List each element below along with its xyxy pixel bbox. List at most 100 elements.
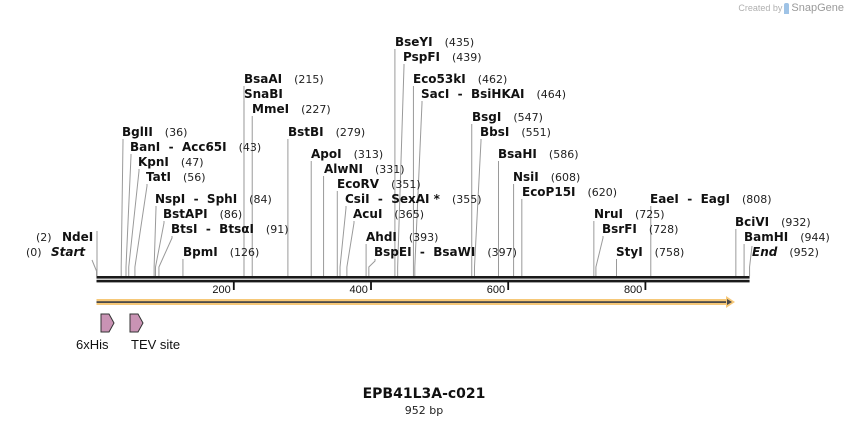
restriction-site[interactable]: End (952) <box>752 245 819 259</box>
site-position: (586) <box>549 148 579 161</box>
enzyme-name[interactable]: EaeI - EagI <box>650 192 730 206</box>
enzyme-name[interactable]: BstBI <box>288 125 324 139</box>
enzyme-name[interactable]: Eco53kI <box>413 72 466 86</box>
restriction-site[interactable]: NspI - SphI (84) <box>155 192 272 206</box>
site-line <box>368 259 376 276</box>
restriction-site[interactable]: EcoP15I (620) <box>522 185 617 199</box>
restriction-site[interactable]: KpnI (47) <box>138 155 204 169</box>
restriction-site[interactable]: BglII (36) <box>122 125 187 139</box>
site-position: (393) <box>409 231 439 244</box>
enzyme-name[interactable]: SnaBI <box>244 87 283 101</box>
enzyme-name[interactable]: EcoP15I <box>522 185 576 199</box>
enzyme-name[interactable]: AlwNI <box>324 162 363 176</box>
ruler-tick-label: 800 <box>624 284 642 296</box>
site-line <box>154 221 165 276</box>
restriction-site[interactable]: (0) Start <box>26 245 86 259</box>
enzyme-name[interactable]: AhdI <box>366 230 397 244</box>
feature[interactable]: 6xHis <box>76 313 115 352</box>
feature-arrow-icon[interactable] <box>129 313 144 333</box>
site-position: (91) <box>266 223 289 236</box>
enzyme-name[interactable]: BglII <box>122 125 153 139</box>
sequence-length: 952 bp <box>404 404 444 417</box>
restriction-site[interactable]: EaeI - EagI (808) <box>650 192 772 206</box>
feature-arrow-icon[interactable] <box>100 313 115 333</box>
enzyme-name[interactable]: TatI <box>146 170 171 184</box>
enzyme-name[interactable]: BsgI <box>472 110 501 124</box>
restriction-site[interactable]: BspEI - BsaWI (397) <box>374 245 517 259</box>
restriction-site[interactable]: BtsI - BtsαI (91) <box>171 222 289 236</box>
restriction-site[interactable]: ApoI (313) <box>311 147 383 161</box>
restriction-site[interactable]: BstAPI (86) <box>163 207 242 221</box>
enzyme-name[interactable]: BpmI <box>183 245 218 259</box>
restriction-site[interactable]: EcoRV (351) <box>337 177 421 191</box>
site-line <box>125 154 132 276</box>
restriction-site[interactable]: BsrFI (728) <box>602 222 678 236</box>
restriction-site[interactable]: CsiI - SexAI * (355) <box>345 192 482 206</box>
restriction-site[interactable]: SacI - BsiHKAI (464) <box>421 87 566 101</box>
enzyme-name[interactable]: BanI - Acc65I <box>130 140 227 154</box>
enzyme-name[interactable]: BamHI <box>744 230 788 244</box>
restriction-site[interactable]: BanI - Acc65I (43) <box>130 140 261 154</box>
backbone-top-strand[interactable] <box>96 276 750 279</box>
site-position: (215) <box>294 73 324 86</box>
ruler-tick-label: 600 <box>487 284 505 296</box>
orf-arrow[interactable] <box>96 296 735 308</box>
enzyme-name[interactable]: KpnI <box>138 155 169 169</box>
restriction-site[interactable]: BpmI (126) <box>183 245 259 259</box>
enzyme-name[interactable]: ApoI <box>311 147 342 161</box>
enzyme-name[interactable]: BstAPI <box>163 207 208 221</box>
restriction-site[interactable]: PspFI (439) <box>403 50 482 64</box>
enzyme-name[interactable]: BseYI <box>395 35 433 49</box>
restriction-site[interactable]: (2) NdeI <box>36 230 93 244</box>
feature[interactable]: TEV site <box>129 313 180 352</box>
enzyme-name[interactable]: MmeI <box>252 102 289 116</box>
enzyme-name[interactable]: End <box>752 245 778 259</box>
restriction-site[interactable]: AhdI (393) <box>366 230 438 244</box>
restriction-site[interactable]: BsaHI (586) <box>498 147 579 161</box>
enzyme-name[interactable]: BsaHI <box>498 147 537 161</box>
enzyme-name[interactable]: NspI - SphI <box>155 192 237 206</box>
sequence-backbone[interactable] <box>96 276 750 283</box>
enzyme-name[interactable]: Start <box>51 245 86 259</box>
restriction-site[interactable]: BciVI (932) <box>735 215 811 229</box>
restriction-site[interactable]: BstBI (279) <box>288 125 365 139</box>
restriction-site[interactable]: SnaBI <box>244 87 283 101</box>
enzyme-name[interactable]: BtsI - BtsαI <box>171 222 254 236</box>
enzyme-name[interactable]: SacI - BsiHKAI <box>421 87 525 101</box>
restriction-site[interactable]: BseYI (435) <box>395 35 474 49</box>
site-position: (462) <box>478 73 508 86</box>
enzyme-name[interactable]: AcuI <box>353 207 382 221</box>
restriction-site[interactable]: BsgI (547) <box>472 110 543 124</box>
restriction-site[interactable]: AcuI (365) <box>353 207 424 221</box>
restriction-site[interactable]: NsiI (608) <box>513 170 580 184</box>
restriction-site[interactable]: AlwNI (331) <box>324 162 405 176</box>
enzyme-name[interactable]: BsrFI <box>602 222 637 236</box>
site-position: (355) <box>452 193 482 206</box>
enzyme-name[interactable]: PspFI <box>403 50 440 64</box>
enzyme-name[interactable]: BsaAI <box>244 72 282 86</box>
enzyme-name[interactable]: BciVI <box>735 215 769 229</box>
site-line <box>397 64 405 276</box>
backbone-bottom-strand[interactable] <box>96 279 750 283</box>
restriction-site[interactable]: MmeI (227) <box>252 102 331 116</box>
restriction-site[interactable]: BbsI (551) <box>480 125 551 139</box>
restriction-site[interactable]: NruI (725) <box>594 207 665 221</box>
site-position: (331) <box>375 163 405 176</box>
restriction-site[interactable]: BamHI (944) <box>744 230 830 244</box>
site-position: (351) <box>391 178 421 191</box>
enzyme-name[interactable]: StyI <box>616 245 643 259</box>
enzyme-name[interactable]: BspEI - BsaWI <box>374 245 475 259</box>
enzyme-name[interactable]: CsiI - SexAI * <box>345 192 441 206</box>
enzyme-name[interactable]: BbsI <box>480 125 509 139</box>
enzyme-name[interactable]: NsiI <box>513 170 539 184</box>
enzyme-name[interactable]: NdeI <box>62 230 93 244</box>
restriction-site[interactable]: Eco53kI (462) <box>413 72 507 86</box>
restriction-site[interactable]: BsaAI (215) <box>244 72 324 86</box>
enzyme-name[interactable]: NruI <box>594 207 623 221</box>
enzyme-name[interactable]: EcoRV <box>337 177 380 191</box>
ruler-tick-label: 200 <box>212 284 230 296</box>
site-line <box>128 169 140 276</box>
restriction-site[interactable]: TatI (56) <box>146 170 206 184</box>
restriction-site[interactable]: StyI (758) <box>616 245 684 259</box>
